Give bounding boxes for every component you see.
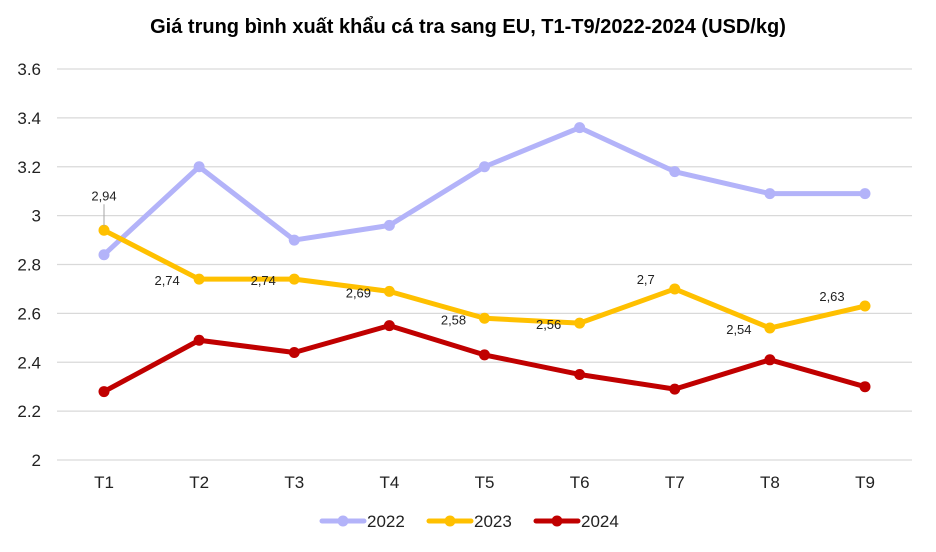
x-tick-label: T3 [284,473,304,492]
y-tick-label: 3.6 [17,60,41,79]
data-point [193,273,205,285]
legend-item-2024[interactable]: 2024 [533,512,619,531]
legend: 2022 2023 2024 [319,512,619,531]
data-point [98,224,110,236]
x-tick-label: T1 [94,473,114,492]
legend-label: 2022 [367,512,405,531]
data-point [288,346,300,358]
y-tick-label: 2.8 [17,256,41,275]
series-2024 [98,320,871,398]
y-tick-label: 2.2 [17,402,41,421]
data-point [383,320,395,332]
data-point [193,161,205,173]
data-point [574,317,586,329]
series-2022 [98,122,871,261]
series-2023 [98,224,871,334]
series-lines [98,122,871,398]
data-point [669,383,681,395]
data-label: 2,7 [637,272,655,287]
x-tick-label: T5 [475,473,495,492]
data-point [669,283,681,295]
legend-label: 2024 [581,512,619,531]
gridlines [57,68,912,461]
x-tick-label: T2 [189,473,209,492]
chart-title: Giá trung bình xuất khẩu cá tra sang EU,… [150,16,786,38]
data-point [859,188,871,200]
data-point [383,285,395,297]
legend-marker-icon [444,515,456,527]
data-point [479,312,490,324]
data-labels: 2,94 2,74 2,74 2,69 2,58 2,56 2,7 2,54 2,63 [91,188,844,337]
legend-item-2022[interactable]: 2022 [319,512,405,531]
x-axis-ticks: T1 T2 T3 T4 T5 T6 T7 T8 T9 [94,473,875,492]
y-tick-label: 3.2 [17,158,41,177]
data-point [764,354,776,366]
x-tick-label: T9 [855,473,875,492]
x-tick-label: T7 [665,473,685,492]
data-point [98,249,110,261]
data-point [764,188,776,200]
data-point [574,122,586,134]
data-label: 2,74 [154,273,179,288]
y-tick-label: 2 [32,451,41,470]
data-point [859,300,871,312]
data-point [479,349,490,361]
data-point [764,322,776,334]
legend-label: 2023 [474,512,512,531]
x-tick-label: T4 [379,473,399,492]
data-point [859,381,871,393]
series-line [101,125,868,258]
y-tick-label: 2.6 [17,304,41,323]
data-label: 2,74 [251,273,276,288]
data-label: 2,56 [536,317,561,332]
data-label: 2,69 [346,285,371,300]
legend-item-2023[interactable]: 2023 [426,512,512,531]
y-tick-label: 3.4 [17,109,41,128]
data-point [288,234,300,246]
y-axis-ticks: 2 2.2 2.4 2.6 2.8 3 3.2 3.4 3.6 [17,60,41,470]
x-tick-label: T8 [760,473,780,492]
y-tick-label: 2.4 [17,353,41,372]
legend-marker-icon [337,515,349,527]
data-label: 2,94 [91,188,116,203]
data-label: 2,58 [441,312,466,327]
data-label: 2,63 [819,289,844,304]
data-point [98,386,110,398]
data-point [288,273,300,285]
data-point [383,219,395,231]
data-point [574,368,586,380]
data-label: 2,54 [726,322,751,337]
x-tick-label: T6 [570,473,590,492]
data-point [669,166,681,178]
legend-marker-icon [551,515,563,527]
data-point [479,161,490,173]
y-tick-label: 3 [32,207,41,226]
data-point [193,334,205,346]
